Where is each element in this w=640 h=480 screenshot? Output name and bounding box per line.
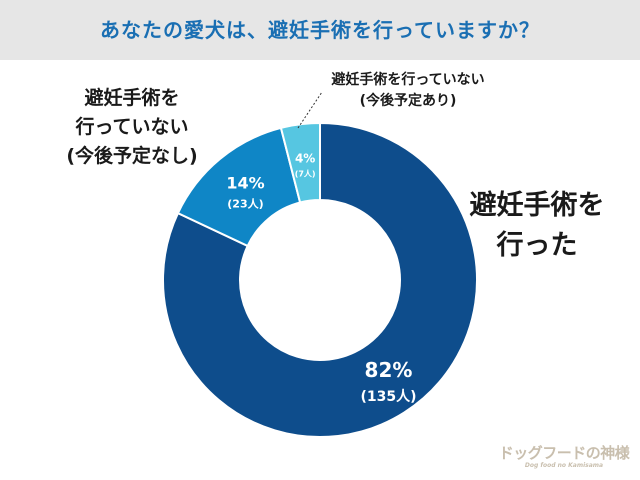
legend-label-not-planned-line3: (今後予定なし) bbox=[66, 145, 198, 167]
slice-percent-not-planned: 14% bbox=[226, 174, 264, 193]
leader-line-planned bbox=[297, 91, 323, 129]
legend-label-not-planned-line1: 避妊手術を bbox=[84, 87, 180, 109]
legend-label-planned: 避妊手術を行っていない (今後予定あり) bbox=[278, 70, 538, 112]
legend-label-not-planned: 避妊手術を 行っていない (今後予定なし) bbox=[22, 84, 242, 171]
watermark-main-text: ドッグフードの神様 bbox=[498, 444, 630, 462]
slice-done bbox=[162, 121, 478, 438]
slice-count-not-planned: (23人) bbox=[227, 197, 263, 211]
slice-count-planned: (7人) bbox=[295, 168, 316, 178]
site-watermark: ドッグフードの神様 Dog food no Kamisama bbox=[494, 444, 634, 470]
header-bar: あなたの愛犬は、避妊手術を行っていますか？ bbox=[0, 0, 640, 60]
legend-label-done-line1: 避妊手術を bbox=[469, 190, 605, 221]
legend-label-planned-line1: 避妊手術を行っていない bbox=[331, 72, 485, 88]
legend-label-done-line2: 行った bbox=[496, 230, 578, 261]
watermark-sub-text: Dog food no Kamisama bbox=[524, 462, 604, 469]
slice-count-done: (135人) bbox=[360, 388, 416, 405]
chart-title: あなたの愛犬は、避妊手術を行っていますか？ bbox=[100, 18, 540, 42]
legend-label-done: 避妊手術を 行った bbox=[462, 186, 612, 266]
legend-label-planned-line2: (今後予定あり) bbox=[359, 93, 457, 109]
legend-label-not-planned-line2: 行っていない bbox=[75, 116, 189, 138]
slice-planned bbox=[279, 121, 321, 204]
slice-percent-planned: 4% bbox=[295, 151, 315, 165]
slice-percent-done: 82% bbox=[365, 358, 413, 382]
